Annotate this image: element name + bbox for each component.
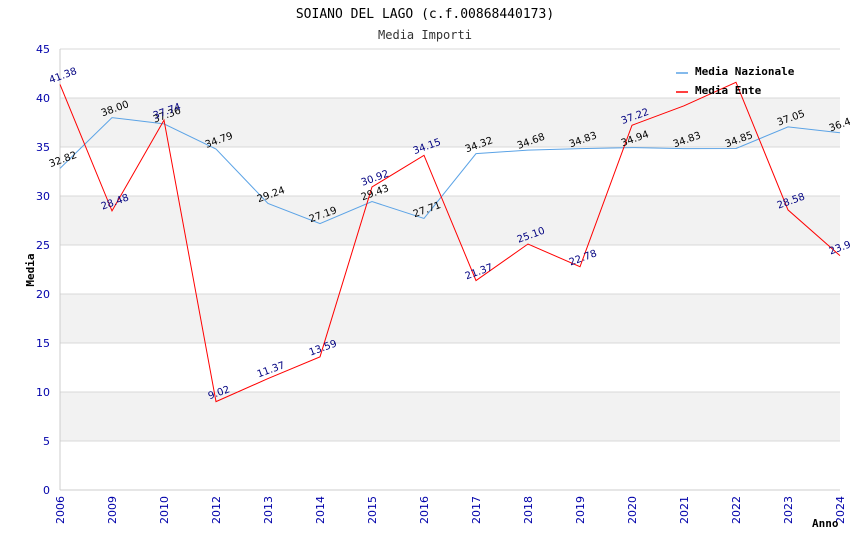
- grid-band: [60, 196, 840, 245]
- x-tick-label: 2012: [210, 496, 223, 524]
- y-tick-label: 20: [36, 288, 50, 301]
- x-tick-label: 2016: [418, 496, 431, 524]
- y-tick-label: 5: [43, 435, 50, 448]
- x-tick-label: 2023: [782, 496, 795, 524]
- y-tick-label: 45: [36, 43, 50, 56]
- data-label-nazionale: 32.82: [48, 150, 79, 170]
- y-tick-label: 0: [43, 484, 50, 497]
- y-tick-label: 30: [36, 190, 50, 203]
- y-tick-label: 10: [36, 386, 50, 399]
- data-label-ente: 41.38: [48, 66, 79, 86]
- y-tick-label: 35: [36, 141, 50, 154]
- x-tick-label: 2024: [834, 496, 847, 524]
- x-tick-label: 2018: [522, 496, 535, 524]
- x-tick-label: 2006: [54, 496, 67, 524]
- x-tick-label: 2010: [158, 496, 171, 524]
- chart-subtitle: Media Importi: [378, 28, 472, 42]
- x-tick-label: 2019: [574, 496, 587, 524]
- x-tick-label: 2020: [626, 496, 639, 524]
- grid-band: [60, 294, 840, 343]
- grid-band: [60, 98, 840, 147]
- x-tick-label: 2013: [262, 496, 275, 524]
- x-axis-label: Anno: [812, 517, 839, 530]
- x-tick-label: 2015: [366, 496, 379, 524]
- y-tick-label: 40: [36, 92, 50, 105]
- grid-band: [60, 392, 840, 441]
- data-label-ente: 22.78: [568, 248, 599, 268]
- x-tick-label: 2022: [730, 496, 743, 524]
- x-tick-label: 2017: [470, 496, 483, 524]
- chart-title: SOIANO DEL LAGO (c.f.00868440173): [296, 7, 554, 22]
- series-line-media-ente: [59, 81, 841, 403]
- y-tick-label: 25: [36, 239, 50, 252]
- x-tick-label: 2021: [678, 496, 691, 524]
- y-tick-label: 15: [36, 337, 50, 350]
- series-line-media-nazionale: [59, 117, 841, 225]
- x-tick-label: 2009: [106, 496, 119, 524]
- legend-label-ente: Media Ente: [695, 84, 762, 97]
- data-label-ente: 21.37: [464, 262, 495, 282]
- legend: Media Nazionale Media Ente: [676, 65, 795, 97]
- y-axis-label: Media: [24, 253, 37, 286]
- x-tick-label: 2014: [314, 496, 327, 524]
- legend-label-nazionale: Media Nazionale: [695, 65, 795, 78]
